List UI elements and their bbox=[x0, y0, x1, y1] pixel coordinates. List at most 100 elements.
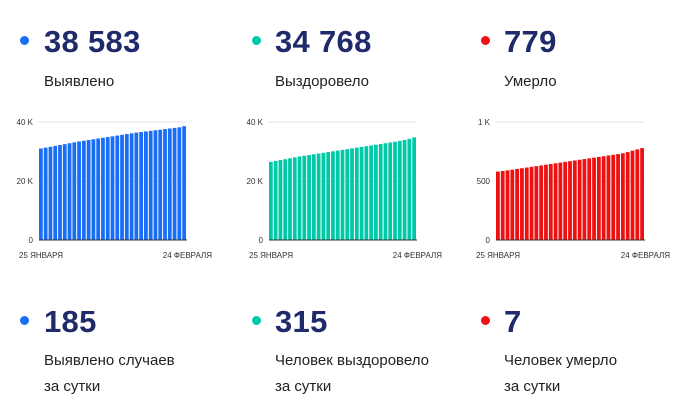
y-tick-label: 0 bbox=[486, 236, 491, 245]
bar bbox=[529, 166, 534, 240]
bar bbox=[273, 160, 278, 240]
y-tick-label: 20 K bbox=[17, 177, 34, 186]
bar bbox=[397, 140, 402, 240]
bar bbox=[601, 156, 606, 240]
bar bbox=[139, 132, 144, 240]
y-tick-label: 1 K bbox=[478, 118, 491, 127]
daily-label-line1: Выявлено случаев bbox=[44, 352, 175, 369]
bar bbox=[630, 150, 635, 240]
bar bbox=[167, 128, 172, 240]
total-label: Выздоровело bbox=[275, 73, 370, 90]
bar bbox=[283, 159, 288, 240]
bar bbox=[407, 138, 412, 240]
bar bbox=[72, 142, 77, 240]
bullet-icon bbox=[20, 316, 29, 325]
bar bbox=[48, 146, 53, 240]
bar bbox=[335, 150, 340, 240]
bar bbox=[369, 145, 374, 240]
bar bbox=[134, 132, 139, 240]
daily-label-line1: Человек умерло bbox=[504, 352, 618, 369]
bar bbox=[105, 137, 110, 240]
bar bbox=[129, 133, 134, 240]
bar bbox=[544, 164, 548, 240]
bar bbox=[553, 163, 558, 240]
bar bbox=[67, 143, 72, 240]
bar bbox=[110, 136, 115, 240]
bar bbox=[86, 139, 91, 240]
bar bbox=[510, 169, 515, 240]
total-value: 38 583 bbox=[44, 24, 141, 59]
x-end-label: 24 ФЕВРАЛЯ bbox=[393, 251, 442, 260]
bar bbox=[393, 141, 397, 240]
stat-column-recovered: 34 768 Выздоровело 0 20 K 40 K 25 ЯНВАРЯ 24 … bbox=[230, 0, 460, 420]
bar bbox=[412, 137, 416, 240]
bar bbox=[620, 153, 625, 240]
bar bbox=[172, 127, 177, 240]
bar bbox=[144, 131, 148, 240]
bar bbox=[364, 146, 369, 240]
bar bbox=[321, 152, 326, 240]
bar bbox=[596, 156, 601, 240]
bar bbox=[582, 159, 587, 240]
bar bbox=[548, 164, 553, 240]
bar bbox=[345, 149, 350, 240]
bar bbox=[340, 149, 345, 240]
x-end-label: 24 ФЕВРАЛЯ bbox=[621, 251, 670, 260]
bar bbox=[354, 147, 359, 240]
daily-value: 315 bbox=[275, 304, 328, 339]
bar bbox=[616, 154, 620, 240]
bar bbox=[611, 154, 616, 240]
stat-column-deaths: 779 Умерло 0 500 1 K 25 ЯНВАРЯ 24 ФЕВРАЛЯ 7 … bbox=[460, 0, 690, 420]
daily-value: 185 bbox=[44, 304, 97, 339]
bar bbox=[302, 155, 307, 240]
bar bbox=[534, 166, 539, 240]
y-tick-label: 0 bbox=[259, 236, 264, 245]
daily-label: Человек умерло за сутки bbox=[504, 348, 617, 400]
bar bbox=[43, 147, 48, 240]
bar bbox=[182, 126, 186, 240]
bar bbox=[177, 127, 182, 240]
total-value: 779 bbox=[504, 24, 557, 59]
bar bbox=[307, 155, 311, 240]
bullet-icon bbox=[252, 36, 261, 45]
total-value: 34 768 bbox=[275, 24, 372, 59]
bullet-icon bbox=[481, 316, 490, 325]
bar bbox=[515, 168, 520, 240]
bullet-icon bbox=[20, 36, 29, 45]
bar bbox=[500, 170, 505, 240]
total-label: Умерло bbox=[504, 73, 557, 90]
bar bbox=[39, 148, 43, 240]
bar bbox=[292, 157, 297, 240]
bullet-icon bbox=[481, 36, 490, 45]
y-tick-label: 40 K bbox=[247, 118, 264, 127]
chart-recovered: 0 20 K 40 K 25 ЯНВАРЯ 24 ФЕВРАЛЯ bbox=[247, 118, 443, 260]
bar bbox=[297, 156, 302, 240]
bar bbox=[587, 158, 592, 240]
y-tick-label: 500 bbox=[477, 177, 491, 186]
daily-label-line2: за сутки bbox=[504, 378, 561, 395]
bar bbox=[568, 161, 572, 240]
bar bbox=[326, 152, 331, 240]
daily-label-line1: Человек выздоровело bbox=[275, 352, 429, 369]
bar bbox=[359, 146, 364, 240]
bar bbox=[158, 129, 163, 240]
y-tick-label: 20 K bbox=[247, 177, 264, 186]
bar bbox=[81, 140, 86, 240]
bar bbox=[269, 161, 273, 240]
chart-deaths: 0 500 1 K 25 ЯНВАРЯ 24 ФЕВРАЛЯ bbox=[476, 118, 670, 260]
chart-detected: 0 20 K 40 K 25 ЯНВАРЯ 24 ФЕВРАЛЯ bbox=[17, 118, 213, 260]
bar bbox=[101, 137, 105, 240]
daily-label: Выявлено случаев за сутки bbox=[44, 348, 175, 400]
bar bbox=[640, 148, 644, 240]
bar bbox=[402, 139, 407, 240]
y-tick-label: 40 K bbox=[17, 118, 34, 127]
bar bbox=[563, 161, 568, 240]
bar bbox=[635, 149, 640, 240]
bar bbox=[505, 170, 510, 240]
y-tick-label: 0 bbox=[29, 236, 34, 245]
bar bbox=[115, 135, 120, 240]
bar bbox=[96, 138, 101, 240]
bar bbox=[496, 171, 500, 240]
stat-column-detected: 38 583 Выявлено 0 20 K 40 K 25 ЯНВАРЯ 24 ФЕВ… bbox=[0, 0, 230, 420]
bar bbox=[124, 134, 129, 240]
